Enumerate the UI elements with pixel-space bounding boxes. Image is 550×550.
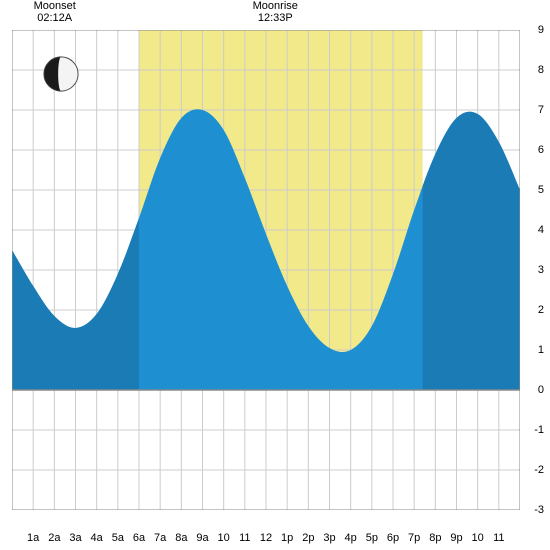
tide-chart: Moonset 02:12A Moonrise 12:33P 1a 2a 3a 4a 5… bbox=[0, 0, 550, 550]
y-tick-label: 4 bbox=[538, 224, 544, 236]
x-tick-label: 1p bbox=[281, 532, 293, 544]
x-tick-label: 8p bbox=[429, 532, 441, 544]
y-tick-label: 6 bbox=[538, 144, 544, 156]
y-axis-ticks: -3-2-10123456789 bbox=[524, 30, 544, 510]
y-tick-label: 2 bbox=[538, 304, 544, 316]
moon-phase-icon bbox=[42, 55, 80, 93]
y-tick-label: 8 bbox=[538, 64, 544, 76]
x-tick-label: 6a bbox=[133, 532, 145, 544]
y-tick-label: 5 bbox=[538, 184, 544, 196]
moonrise-time: 12:33P bbox=[253, 12, 298, 24]
y-tick-label: -2 bbox=[534, 464, 544, 476]
x-tick-label: 9p bbox=[450, 532, 462, 544]
y-tick-label: 1 bbox=[538, 344, 544, 356]
x-tick-label: 12 bbox=[260, 532, 272, 544]
moonset-title: Moonset bbox=[34, 0, 76, 12]
x-tick-label: 4a bbox=[91, 532, 103, 544]
moonset-time: 02:12A bbox=[34, 12, 76, 24]
x-tick-label: 9a bbox=[196, 532, 208, 544]
x-tick-label: 3p bbox=[323, 532, 335, 544]
y-tick-label: 7 bbox=[538, 104, 544, 116]
chart-svg bbox=[12, 30, 520, 510]
x-tick-label: 3a bbox=[69, 532, 81, 544]
x-tick-label: 5a bbox=[112, 532, 124, 544]
y-tick-label: -3 bbox=[534, 504, 544, 516]
plot-area bbox=[12, 30, 520, 510]
y-tick-label: 9 bbox=[538, 24, 544, 36]
moonrise-label: Moonrise 12:33P bbox=[253, 0, 298, 24]
x-tick-label: 1a bbox=[27, 532, 39, 544]
x-tick-label: 11 bbox=[239, 532, 250, 544]
x-tick-label: 2p bbox=[302, 532, 314, 544]
x-tick-label: 10 bbox=[218, 532, 230, 544]
x-tick-label: 7p bbox=[408, 532, 420, 544]
x-tick-label: 10 bbox=[472, 532, 484, 544]
x-tick-label: 7a bbox=[154, 532, 166, 544]
y-tick-label: 3 bbox=[538, 264, 544, 276]
x-tick-label: 4p bbox=[345, 532, 357, 544]
x-tick-label: 11 bbox=[493, 532, 504, 544]
y-tick-label: -1 bbox=[534, 424, 544, 436]
x-axis-ticks: 1a 2a 3a 4a 5a 6a 7a 8a 9a 10 11 12 1p 2p 3p 4p 5p 6p 7p 8p… bbox=[12, 524, 520, 544]
x-tick-label: 2a bbox=[48, 532, 60, 544]
moonset-label: Moonset 02:12A bbox=[34, 0, 76, 24]
x-tick-label: 8a bbox=[175, 532, 187, 544]
moonrise-title: Moonrise bbox=[253, 0, 298, 12]
x-tick-label: 5p bbox=[366, 532, 378, 544]
y-tick-label: 0 bbox=[538, 384, 544, 396]
top-labels: Moonset 02:12A Moonrise 12:33P bbox=[0, 0, 550, 30]
x-tick-label: 6p bbox=[387, 532, 399, 544]
